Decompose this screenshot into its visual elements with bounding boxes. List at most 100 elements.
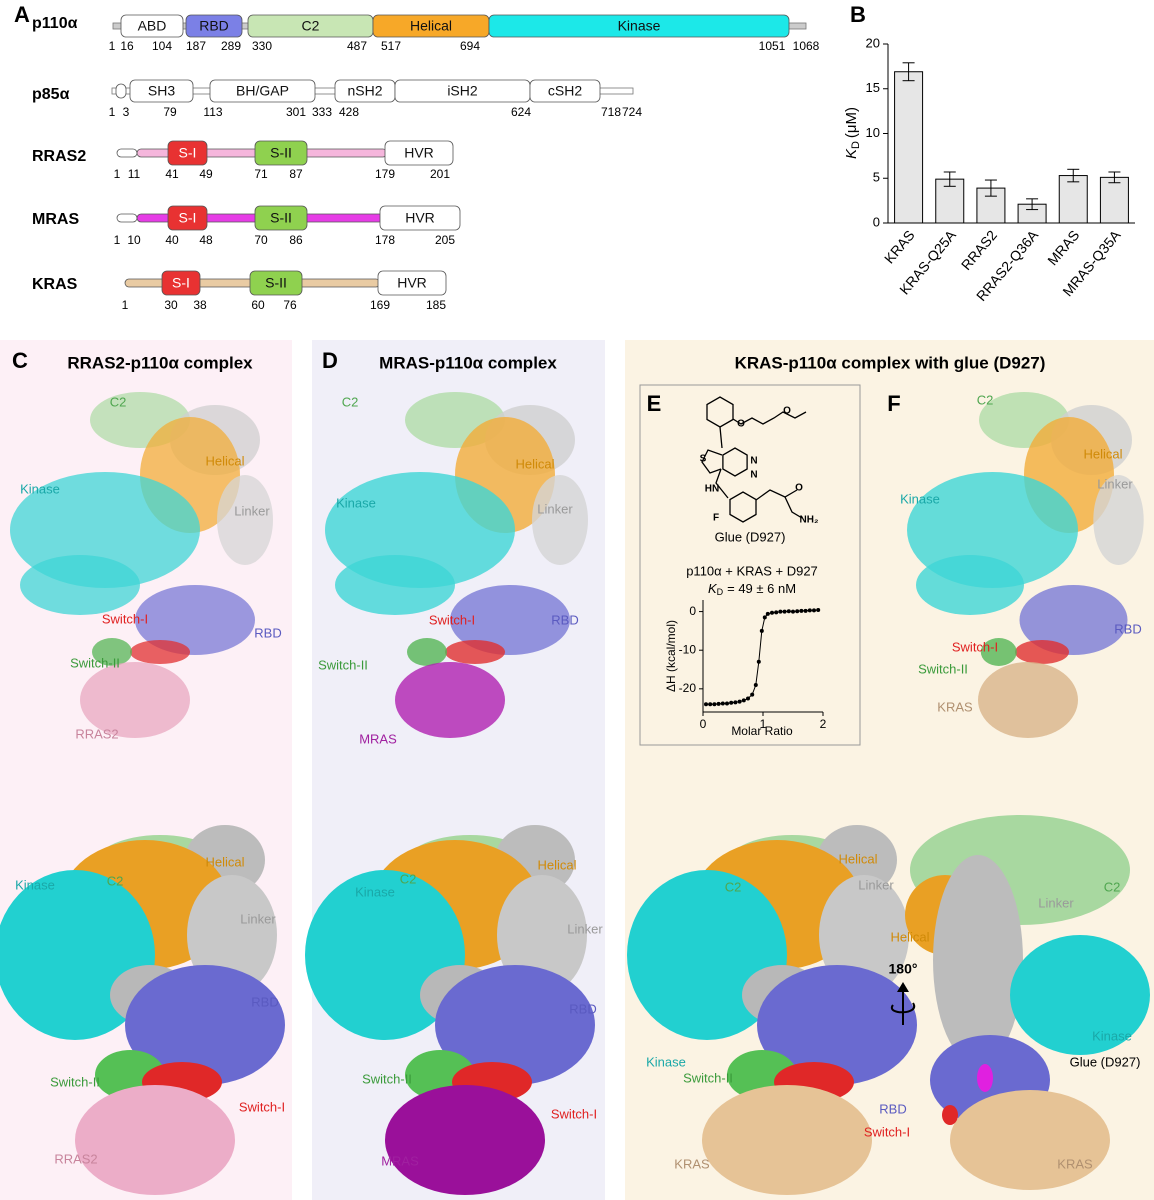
y-tick-label: 10 bbox=[866, 125, 880, 140]
inset-box bbox=[639, 384, 861, 746]
structure-label: C2 bbox=[1104, 879, 1121, 894]
protein-name: RRAS2 bbox=[32, 148, 86, 165]
domain bbox=[209, 79, 316, 103]
structure-label: Linker bbox=[234, 503, 270, 518]
domain-label: HVR bbox=[404, 145, 434, 161]
structure-label: Glue (D927) bbox=[1070, 1054, 1141, 1069]
residue-number: 333 bbox=[312, 105, 332, 119]
atom-label: O bbox=[783, 406, 791, 417]
residue-number: 169 bbox=[370, 298, 390, 312]
kd-subscript: D bbox=[717, 587, 724, 597]
structure-label: Linker bbox=[1038, 895, 1074, 910]
itc-point bbox=[778, 609, 783, 614]
residue-number: 289 bbox=[221, 39, 241, 53]
itc-point bbox=[799, 608, 804, 613]
itc-point bbox=[756, 659, 761, 664]
domain bbox=[185, 14, 243, 38]
residue-number: 724 bbox=[622, 105, 642, 119]
structure-label: Switch-I bbox=[429, 612, 475, 627]
domain bbox=[254, 140, 308, 166]
structure-region bbox=[916, 555, 1024, 615]
domain-label: HVR bbox=[397, 275, 427, 291]
structure-region bbox=[942, 1105, 958, 1125]
y-tick-label: 0 bbox=[689, 604, 696, 618]
residue-number: 11 bbox=[128, 167, 141, 181]
itc-point bbox=[786, 609, 791, 614]
structure-label: RRAS2 bbox=[75, 726, 118, 741]
residue-number: 104 bbox=[152, 39, 172, 53]
compound-name: Glue (D927) bbox=[715, 529, 786, 544]
y-tick-label: 0 bbox=[873, 214, 880, 229]
structure-label: Switch-I bbox=[952, 639, 998, 654]
domain-label: ABD bbox=[138, 18, 167, 34]
residue-number: 1051 bbox=[759, 39, 786, 53]
structure-label: Helical bbox=[838, 851, 877, 866]
residue-number: 694 bbox=[460, 39, 480, 53]
residue-number: 70 bbox=[254, 233, 268, 247]
structure-label: KRAS bbox=[1057, 1156, 1093, 1171]
atom-label: NH₂ bbox=[800, 515, 819, 526]
structure-label: Kinase bbox=[355, 884, 395, 899]
domain-label: S-II bbox=[265, 275, 287, 291]
structure-region bbox=[450, 585, 570, 655]
itc-point bbox=[803, 608, 808, 613]
residue-number: 41 bbox=[165, 167, 179, 181]
domain-label: RBD bbox=[199, 18, 229, 34]
structure-label: KRAS bbox=[937, 699, 973, 714]
y-tick-label: 20 bbox=[866, 35, 880, 50]
domain-label: iSH2 bbox=[447, 83, 478, 99]
panel-letter: B bbox=[850, 2, 866, 27]
y-label-subscript: D bbox=[850, 141, 862, 149]
atom-label: N bbox=[750, 470, 757, 481]
residue-number: 79 bbox=[163, 105, 177, 119]
atom-label: N bbox=[750, 456, 757, 467]
domain bbox=[161, 270, 201, 296]
residue-number: 718 bbox=[601, 105, 621, 119]
structure-label: Helical bbox=[205, 854, 244, 869]
structure-label: Switch-II bbox=[70, 655, 120, 670]
structure-label: KRAS bbox=[674, 1156, 710, 1171]
residue-number: 428 bbox=[339, 105, 359, 119]
domain bbox=[167, 140, 208, 166]
domain-label: S-I bbox=[172, 275, 190, 291]
domain bbox=[120, 14, 184, 38]
domain-label: Kinase bbox=[618, 18, 661, 34]
residue-number: 1 bbox=[122, 298, 129, 312]
residue-number: 60 bbox=[251, 298, 265, 312]
itc-point bbox=[770, 610, 774, 615]
structure-label: MRAS bbox=[381, 1153, 419, 1168]
structure-label: Linker bbox=[567, 921, 603, 936]
residue-number: 40 bbox=[165, 233, 179, 247]
domain-label: nSH2 bbox=[347, 83, 382, 99]
atom-label: HN bbox=[705, 484, 719, 495]
structure-label: C2 bbox=[725, 879, 742, 894]
structure-label: Linker bbox=[240, 911, 276, 926]
structure-label: RBD bbox=[879, 1101, 906, 1116]
panel-letter: F bbox=[887, 391, 900, 416]
structure-label: Switch-II bbox=[362, 1071, 412, 1086]
itc-point bbox=[750, 692, 755, 697]
structure-region bbox=[1093, 475, 1144, 565]
residue-number: 201 bbox=[430, 167, 450, 181]
domain bbox=[384, 140, 454, 166]
structure-label: Switch-I bbox=[551, 1106, 597, 1121]
panel-title: KRAS-p110α complex with glue (D927) bbox=[735, 353, 1046, 372]
structure-region bbox=[187, 875, 277, 995]
panel-title: MRAS-p110α complex bbox=[379, 353, 557, 372]
itc-point bbox=[746, 696, 750, 701]
structure-label: Switch-II bbox=[50, 1074, 100, 1089]
domain-label: C2 bbox=[302, 18, 320, 34]
structure-region bbox=[950, 1090, 1110, 1190]
domain bbox=[379, 205, 461, 231]
structure-label: Helical bbox=[890, 929, 929, 944]
structure-region bbox=[217, 475, 273, 565]
bond bbox=[715, 468, 729, 499]
residue-number: 179 bbox=[375, 167, 395, 181]
residue-number: 1068 bbox=[793, 39, 820, 53]
itc-point bbox=[753, 682, 758, 687]
itc-point bbox=[720, 701, 725, 706]
structure-label: C2 bbox=[342, 394, 359, 409]
structure-region bbox=[125, 965, 285, 1085]
structure-region bbox=[20, 555, 140, 615]
